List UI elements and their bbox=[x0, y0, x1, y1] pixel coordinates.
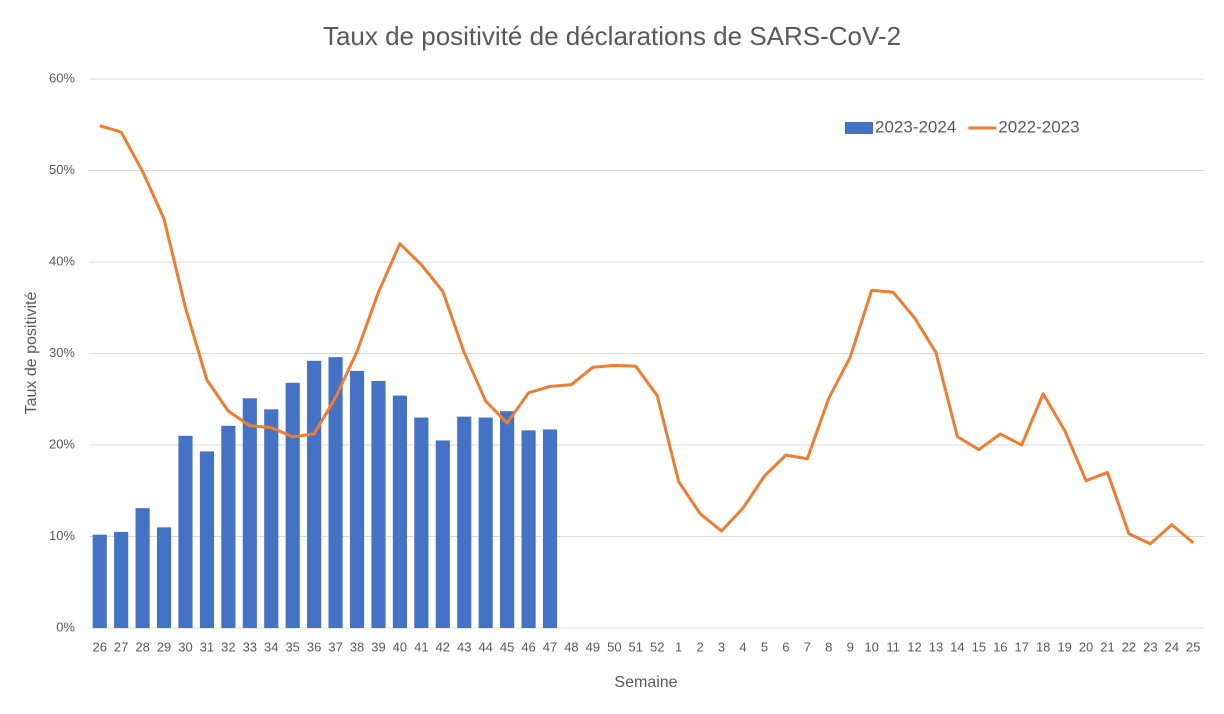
y-axis-title: Taux de positivité bbox=[23, 292, 40, 415]
bar bbox=[242, 398, 257, 628]
y-tick-label: 60% bbox=[49, 70, 75, 85]
bar bbox=[156, 527, 172, 628]
x-tick-label: 32 bbox=[221, 639, 235, 654]
chart-title: Taux de positivité de déclarations de SA… bbox=[323, 21, 901, 51]
x-tick-label: 2 bbox=[696, 639, 703, 654]
x-tick-label: 49 bbox=[586, 639, 600, 654]
x-tick-label: 39 bbox=[371, 639, 385, 654]
x-tick-label: 13 bbox=[929, 639, 943, 654]
bar bbox=[328, 357, 343, 628]
x-tick-label: 1 bbox=[675, 639, 682, 654]
x-tick-label: 6 bbox=[782, 639, 789, 654]
bar bbox=[178, 435, 193, 628]
x-tick-label: 25 bbox=[1186, 639, 1200, 654]
bar bbox=[478, 417, 493, 628]
x-tick-label: 28 bbox=[135, 639, 149, 654]
legend-label: 2022-2023 bbox=[998, 117, 1079, 136]
y-tick-label: 50% bbox=[49, 162, 75, 177]
x-tick-label: 31 bbox=[200, 639, 214, 654]
bar bbox=[264, 409, 279, 628]
x-tick-label: 29 bbox=[157, 639, 171, 654]
x-tick-label: 47 bbox=[543, 639, 557, 654]
x-tick-label: 35 bbox=[285, 639, 299, 654]
legend-label: 2023-2024 bbox=[875, 117, 956, 136]
y-tick-label: 30% bbox=[49, 345, 75, 360]
x-tick-label: 36 bbox=[307, 639, 321, 654]
y-tick-label: 10% bbox=[49, 528, 75, 543]
x-tick-label: 20 bbox=[1079, 639, 1093, 654]
x-tick-label: 12 bbox=[907, 639, 921, 654]
x-tick-label: 40 bbox=[393, 639, 407, 654]
bar bbox=[414, 417, 429, 628]
x-tick-label: 42 bbox=[436, 639, 450, 654]
x-tick-label: 30 bbox=[178, 639, 192, 654]
bar bbox=[392, 395, 407, 628]
bar bbox=[285, 382, 300, 628]
x-tick-label: 43 bbox=[457, 639, 471, 654]
y-tick-label: 40% bbox=[49, 253, 75, 268]
x-tick-label: 46 bbox=[521, 639, 535, 654]
x-tick-label: 5 bbox=[761, 639, 768, 654]
bar bbox=[135, 508, 150, 628]
x-tick-label: 22 bbox=[1122, 639, 1136, 654]
x-tick-label: 21 bbox=[1100, 639, 1114, 654]
x-axis-title: Semaine bbox=[614, 674, 677, 691]
x-tick-label: 7 bbox=[804, 639, 811, 654]
bar bbox=[307, 360, 322, 628]
x-tick-label: 10 bbox=[864, 639, 878, 654]
bar bbox=[349, 370, 365, 628]
bar bbox=[457, 416, 472, 628]
x-tick-label: 51 bbox=[629, 639, 643, 654]
x-tick-label: 11 bbox=[886, 639, 900, 654]
x-tick-label: 41 bbox=[414, 639, 428, 654]
legend-swatch bbox=[845, 122, 873, 134]
x-tick-label: 24 bbox=[1165, 639, 1179, 654]
y-tick-label: 0% bbox=[56, 619, 75, 634]
line bbox=[99, 124, 1195, 546]
x-tick-label: 18 bbox=[1036, 639, 1050, 654]
x-tick-label: 37 bbox=[328, 639, 342, 654]
bar bbox=[521, 430, 536, 628]
x-tick-label: 33 bbox=[243, 639, 257, 654]
x-tick-label: 16 bbox=[993, 639, 1007, 654]
x-tick-label: 23 bbox=[1143, 639, 1157, 654]
x-tick-label: 48 bbox=[564, 639, 578, 654]
x-tick-label: 52 bbox=[650, 639, 664, 654]
x-tick-label: 50 bbox=[607, 639, 621, 654]
x-tick-label: 26 bbox=[92, 639, 106, 654]
x-tick-label: 19 bbox=[1057, 639, 1071, 654]
x-tick-label: 44 bbox=[478, 639, 492, 654]
y-tick-label: 20% bbox=[49, 436, 75, 451]
x-tick-label: 45 bbox=[500, 639, 514, 654]
x-tick-label: 27 bbox=[114, 639, 128, 654]
bar bbox=[114, 531, 129, 628]
bar bbox=[542, 429, 558, 628]
bar bbox=[435, 440, 450, 628]
x-tick-label: 4 bbox=[739, 639, 746, 654]
x-tick-label: 14 bbox=[950, 639, 964, 654]
x-tick-label: 17 bbox=[1015, 639, 1029, 654]
bar bbox=[221, 425, 236, 628]
x-tick-label: 9 bbox=[847, 639, 854, 654]
x-tick-label: 15 bbox=[972, 639, 986, 654]
x-tick-label: 3 bbox=[718, 639, 725, 654]
bar bbox=[371, 380, 386, 628]
x-tick-label: 34 bbox=[264, 639, 278, 654]
bar bbox=[199, 451, 215, 628]
x-tick-label: 38 bbox=[350, 639, 364, 654]
bar bbox=[92, 534, 107, 628]
x-tick-label: 8 bbox=[825, 639, 832, 654]
bar bbox=[500, 411, 515, 628]
